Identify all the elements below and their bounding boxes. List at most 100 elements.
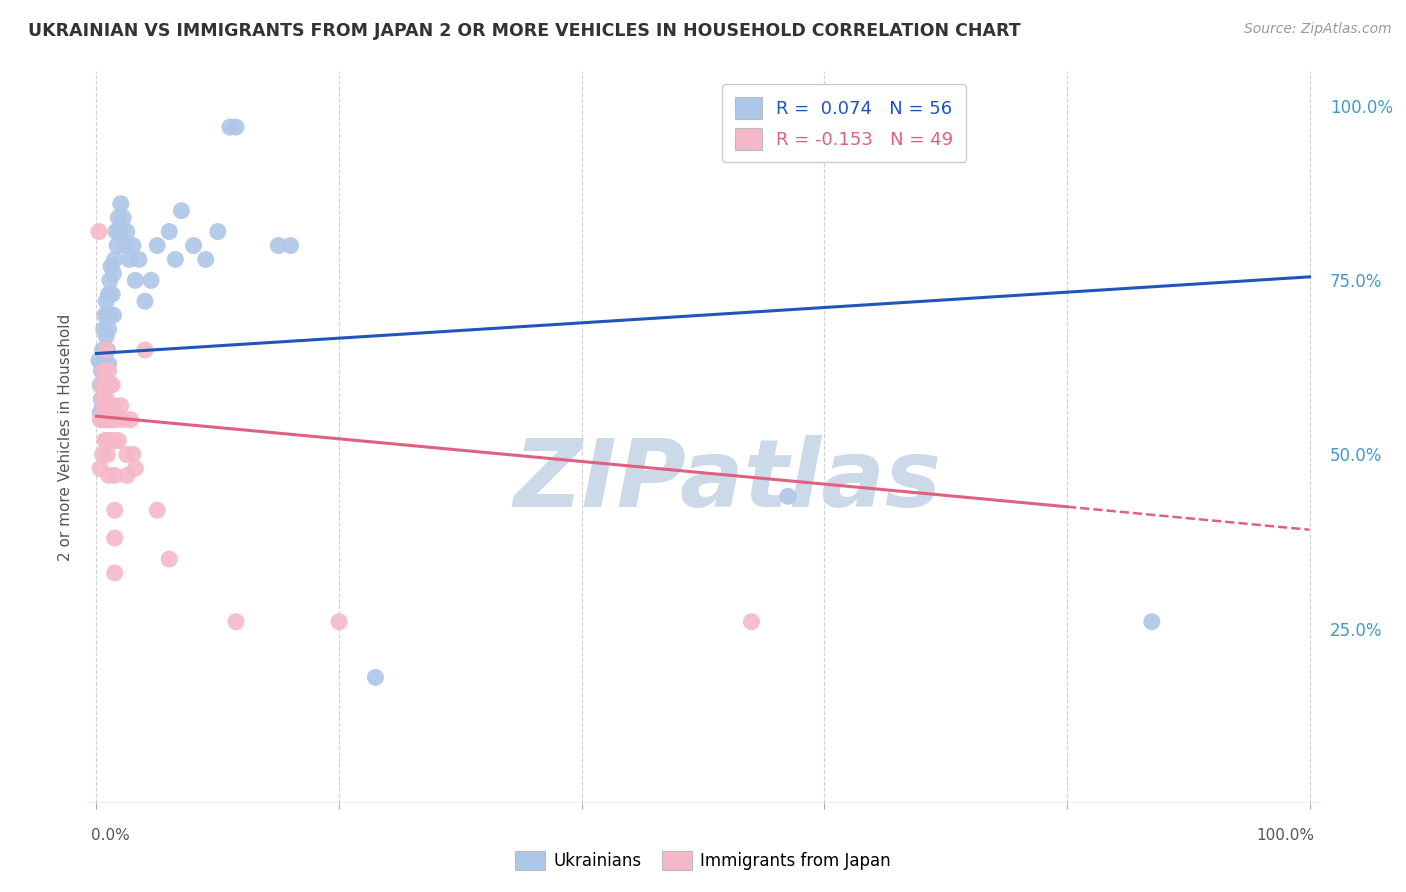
Point	[97, 399, 120, 413]
Point	[108, 225, 131, 239]
Point	[94, 412, 117, 426]
Point	[120, 412, 142, 426]
Point	[280, 238, 302, 252]
Point	[97, 287, 120, 301]
Point	[112, 211, 135, 225]
Point	[115, 225, 138, 239]
Point	[165, 252, 187, 267]
Point	[90, 364, 112, 378]
Point	[94, 434, 117, 448]
Point	[225, 615, 247, 629]
Point	[110, 196, 132, 211]
Text: ZIPatlas: ZIPatlas	[513, 435, 942, 527]
Point	[98, 412, 121, 426]
Point	[98, 377, 121, 392]
Point	[91, 377, 114, 392]
Point	[89, 461, 111, 475]
Point	[124, 461, 146, 475]
Point	[98, 273, 121, 287]
Legend: R =  0.074   N = 56, R = -0.153   N = 49: R = 0.074 N = 56, R = -0.153 N = 49	[723, 84, 966, 162]
Point	[183, 238, 205, 252]
Point	[89, 412, 111, 426]
Point	[124, 273, 146, 287]
Point	[94, 343, 117, 357]
Point	[96, 343, 118, 357]
Point	[134, 343, 156, 357]
Point	[87, 225, 110, 239]
Point	[89, 377, 111, 392]
Point	[107, 434, 129, 448]
Point	[91, 392, 114, 406]
Point	[103, 308, 125, 322]
Point	[194, 252, 217, 267]
Text: 0.0%: 0.0%	[91, 828, 131, 843]
Point	[112, 412, 135, 426]
Point	[93, 322, 115, 336]
Point	[98, 308, 121, 322]
Point	[96, 294, 118, 309]
Point	[115, 448, 138, 462]
Point	[104, 503, 127, 517]
Point	[93, 357, 115, 371]
Point	[100, 399, 122, 413]
Point	[157, 552, 180, 566]
Point	[134, 294, 156, 309]
Point	[122, 238, 145, 252]
Point	[90, 377, 112, 392]
Point	[93, 364, 115, 378]
Point	[96, 392, 118, 406]
Point	[96, 412, 118, 426]
Point	[91, 412, 114, 426]
Point	[100, 434, 122, 448]
Point	[122, 448, 145, 462]
Point	[96, 329, 118, 343]
Point	[1140, 615, 1163, 629]
Point	[96, 448, 118, 462]
Point	[91, 448, 114, 462]
Point	[97, 364, 120, 378]
Point	[90, 392, 112, 406]
Text: UKRAINIAN VS IMMIGRANTS FROM JAPAN 2 OR MORE VEHICLES IN HOUSEHOLD CORRELATION C: UKRAINIAN VS IMMIGRANTS FROM JAPAN 2 OR …	[28, 22, 1021, 40]
Point	[94, 377, 117, 392]
Point	[104, 434, 127, 448]
Point	[157, 225, 180, 239]
Text: Source: ZipAtlas.com: Source: ZipAtlas.com	[1244, 22, 1392, 37]
Point	[128, 252, 150, 267]
Point	[91, 343, 114, 357]
Point	[207, 225, 229, 239]
Point	[97, 468, 120, 483]
Point	[115, 468, 138, 483]
Point	[170, 203, 193, 218]
Point	[104, 566, 127, 580]
Point	[104, 252, 127, 267]
Point	[94, 308, 117, 322]
Point	[741, 615, 763, 629]
Point	[139, 273, 162, 287]
Point	[776, 489, 799, 503]
Point	[96, 308, 118, 322]
Point	[103, 266, 125, 280]
Point	[101, 377, 124, 392]
Point	[267, 238, 290, 252]
Point	[87, 353, 110, 368]
Point	[146, 503, 169, 517]
Point	[96, 343, 118, 357]
Point	[97, 322, 120, 336]
Point	[107, 211, 129, 225]
Point	[103, 399, 125, 413]
Point	[94, 377, 117, 392]
Point	[104, 412, 127, 426]
Point	[104, 225, 127, 239]
Point	[93, 392, 115, 406]
Point	[89, 406, 111, 420]
Point	[96, 434, 118, 448]
Point	[146, 238, 169, 252]
Point	[110, 399, 132, 413]
Point	[97, 357, 120, 371]
Point	[104, 531, 127, 545]
Point	[93, 399, 115, 413]
Legend: Ukrainians, Immigrants from Japan: Ukrainians, Immigrants from Japan	[509, 844, 897, 877]
Point	[328, 615, 350, 629]
Point	[97, 434, 120, 448]
Point	[91, 399, 114, 413]
